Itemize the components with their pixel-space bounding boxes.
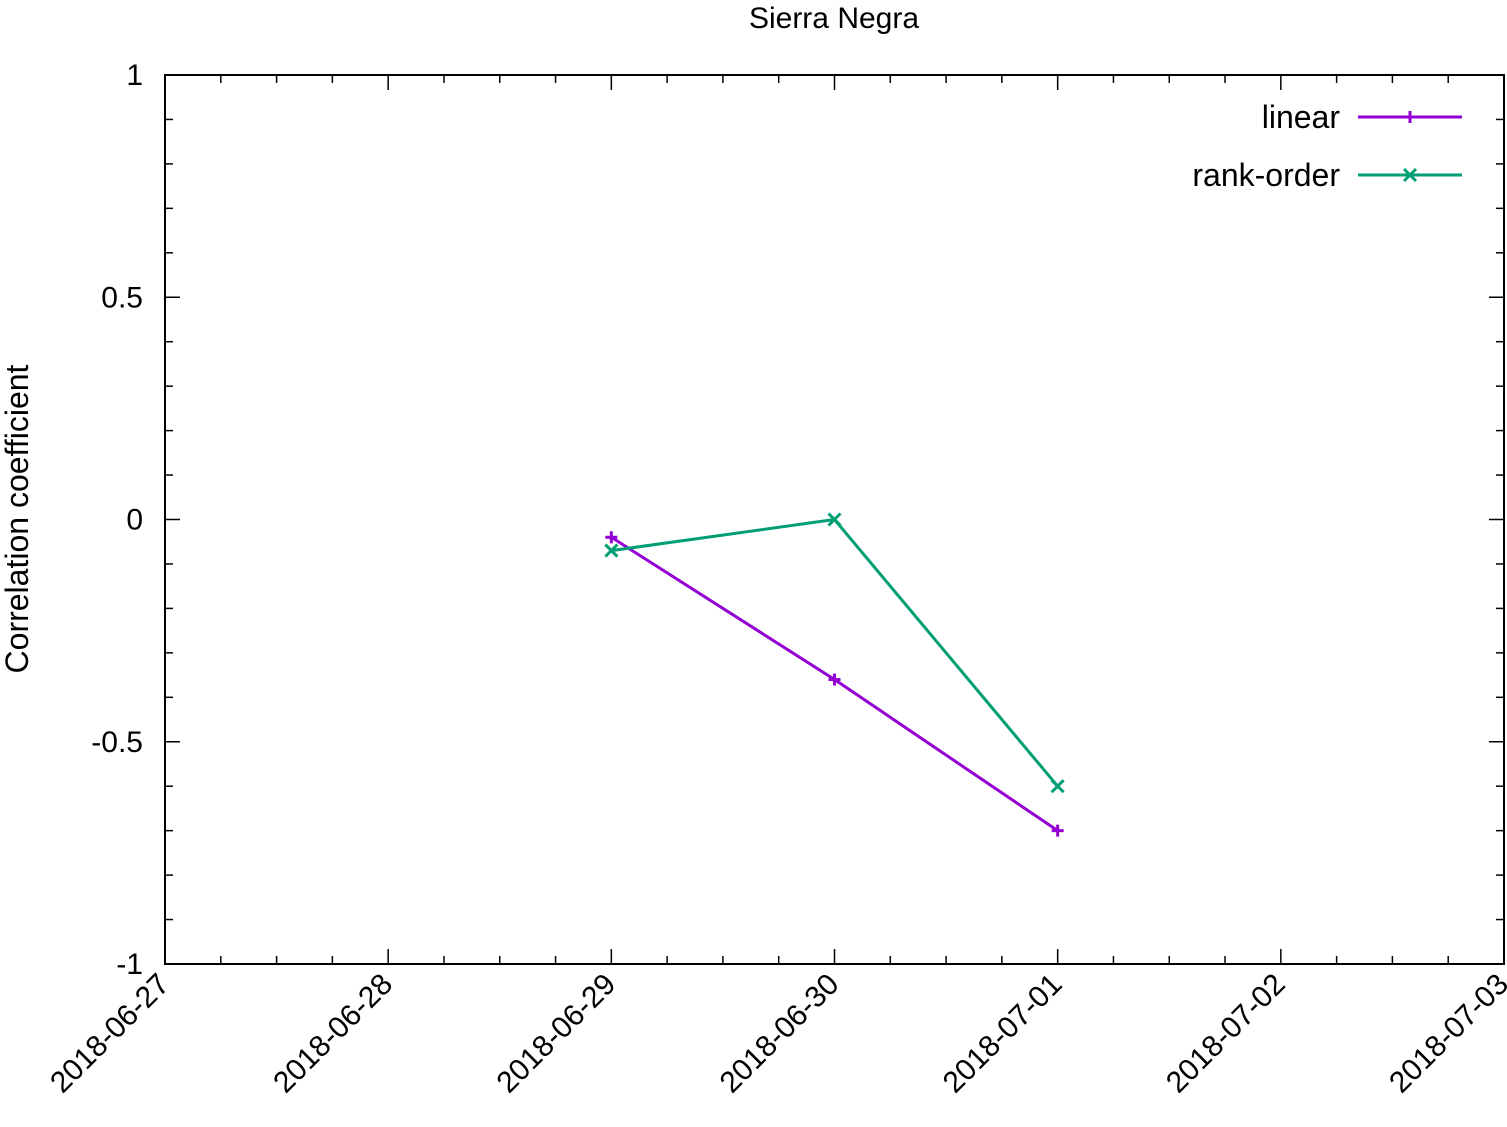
data-point-linear <box>605 531 618 544</box>
data-point-rank-order <box>827 512 842 527</box>
data-point-rank-order <box>604 543 619 558</box>
x-tick-label: 2018-06-30 <box>714 968 846 1100</box>
y-tick-label: 0 <box>126 504 143 537</box>
data-point-rank-order <box>1050 779 1065 794</box>
legend-label-rank-order: rank-order <box>1192 157 1340 193</box>
chart-title: Sierra Negra <box>749 2 919 35</box>
x-tick-label: 2018-07-02 <box>1160 968 1292 1100</box>
data-point-linear <box>1051 824 1064 837</box>
data-point-linear <box>828 673 841 686</box>
series-layer <box>604 512 1065 837</box>
legend-label-linear: linear <box>1262 99 1341 135</box>
x-tick-label: 2018-07-01 <box>937 968 1069 1100</box>
x-tick-label: 2018-06-28 <box>267 968 399 1100</box>
y-tick-label: 1 <box>126 59 143 92</box>
x-tick-label: 2018-06-27 <box>44 968 176 1100</box>
series-line-rank-order <box>611 518 1059 788</box>
legend-marker-rank-order <box>1402 167 1418 183</box>
legend-marker-linear <box>1404 111 1416 123</box>
x-tick-label: 2018-07-03 <box>1383 968 1507 1100</box>
x-tick-label: 2018-06-29 <box>490 968 622 1100</box>
y-tick-label: -0.5 <box>91 726 143 759</box>
axes: -1 -0.5 0 0.5 1 2018-06-27 2018-06-28 2018-06-2… <box>44 59 1507 1099</box>
y-tick-label: -1 <box>116 948 143 981</box>
y-tick-label: 0.5 <box>101 281 143 314</box>
y-axis-label: Correlation coefficient <box>0 364 35 673</box>
legend: linear rank-order <box>1192 99 1462 193</box>
